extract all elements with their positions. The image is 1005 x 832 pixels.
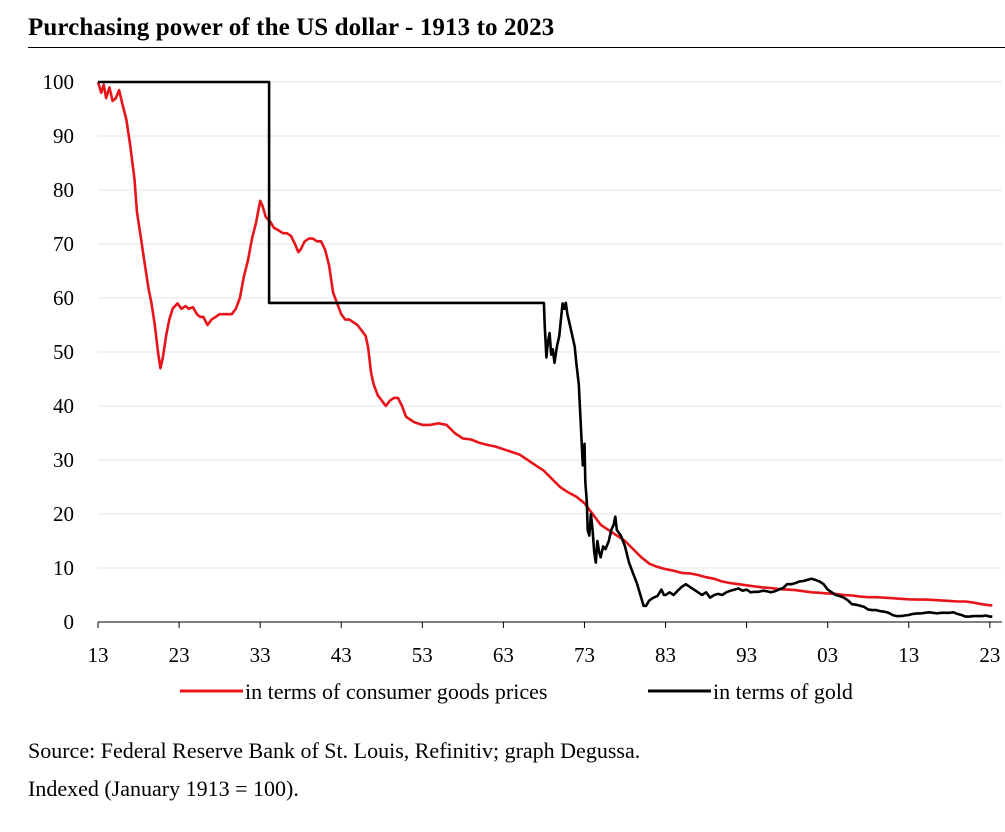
y-tick-label: 10 (53, 556, 74, 580)
x-tick-label: 13 (88, 643, 109, 667)
line-chart: 0 10 20 30 40 50 60 70 80 90 100 13 23 33 43 53 63 73 83 9… (43, 70, 1002, 704)
title-rule (28, 47, 1005, 48)
y-tick-label: 50 (53, 340, 74, 364)
x-tick-label: 83 (655, 643, 676, 667)
gridlines (98, 81, 1002, 569)
x-tick-label: 63 (493, 643, 514, 667)
x-tick-label: 93 (736, 643, 757, 667)
x-tick-label: 23 (979, 643, 1000, 667)
x-tick-label: 43 (331, 643, 352, 667)
legend: in terms of consumer goods prices in ter… (180, 679, 853, 704)
y-tick-label: 0 (64, 610, 75, 634)
y-tick-label: 80 (53, 178, 74, 202)
consumer-goods-series-line (96, 81, 993, 607)
chart-title: Purchasing power of the US dollar - 1913… (28, 14, 555, 41)
x-tick-label: 03 (817, 643, 838, 667)
y-tick-label: 100 (43, 70, 75, 94)
y-tick-label: 70 (53, 232, 74, 256)
gold-series-line (98, 80, 993, 618)
legend-label-gold: in terms of gold (713, 679, 853, 704)
x-tick-label: 23 (169, 643, 190, 667)
index-note: Indexed (January 1913 = 100). (28, 776, 299, 801)
y-tick-label: 90 (53, 124, 74, 148)
series-layer (96, 80, 993, 618)
x-tick-label: 73 (574, 643, 595, 667)
y-tick-label: 30 (53, 448, 74, 472)
legend-label-consumer-goods: in terms of consumer goods prices (245, 679, 547, 704)
x-axis-labels: 13 23 33 43 53 63 73 83 93 03 13 23 (88, 643, 1001, 667)
y-tick-label: 60 (53, 286, 74, 310)
y-tick-label: 20 (53, 502, 74, 526)
source-note: Source: Federal Reserve Bank of St. Loui… (28, 738, 641, 763)
x-axis-ticks (97, 622, 991, 628)
x-tick-label: 53 (412, 643, 433, 667)
x-tick-label: 13 (898, 643, 919, 667)
x-tick-label: 33 (250, 643, 271, 667)
y-axis-labels: 0 10 20 30 40 50 60 70 80 90 100 (43, 70, 75, 634)
y-tick-label: 40 (53, 394, 74, 418)
